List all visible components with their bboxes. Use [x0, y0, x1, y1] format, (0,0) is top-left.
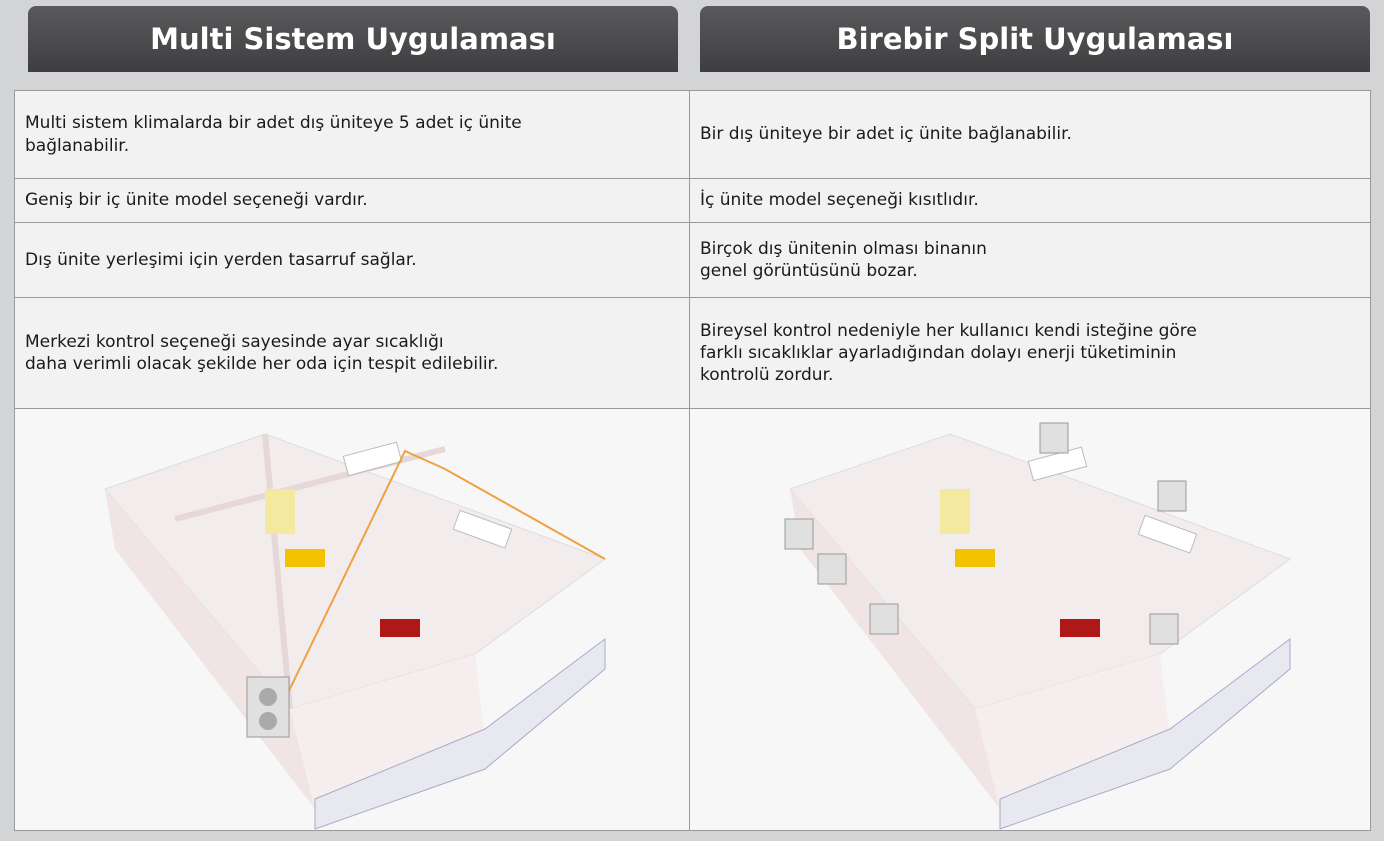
column-header: Birebir Split Uygulaması	[700, 6, 1370, 72]
image-cell	[689, 408, 1371, 831]
column-header: Multi Sistem Uygulaması	[28, 6, 678, 72]
cell: İç ünite model seçeneği kısıtlıdır.	[689, 178, 1371, 223]
cell: Bir dış üniteye bir adet iç ünite bağlan…	[689, 90, 1371, 179]
cell: Dış ünite yerleşimi için yerden tasarruf…	[14, 222, 690, 298]
cell: Merkezi kontrol seçeneği sayesinde ayar …	[14, 297, 690, 409]
illustration	[104, 433, 607, 830]
cell: Geniş bir iç ünite model seçeneği vardır…	[14, 178, 690, 223]
illustration	[784, 422, 1292, 830]
cell: Birçok dış ünitenin olması binanın genel…	[689, 222, 1371, 298]
cell: Multi sistem klimalarda bir adet dış üni…	[14, 90, 690, 179]
cell: Bireysel kontrol nedeniyle her kullanıcı…	[689, 297, 1371, 409]
image-cell	[14, 408, 690, 831]
